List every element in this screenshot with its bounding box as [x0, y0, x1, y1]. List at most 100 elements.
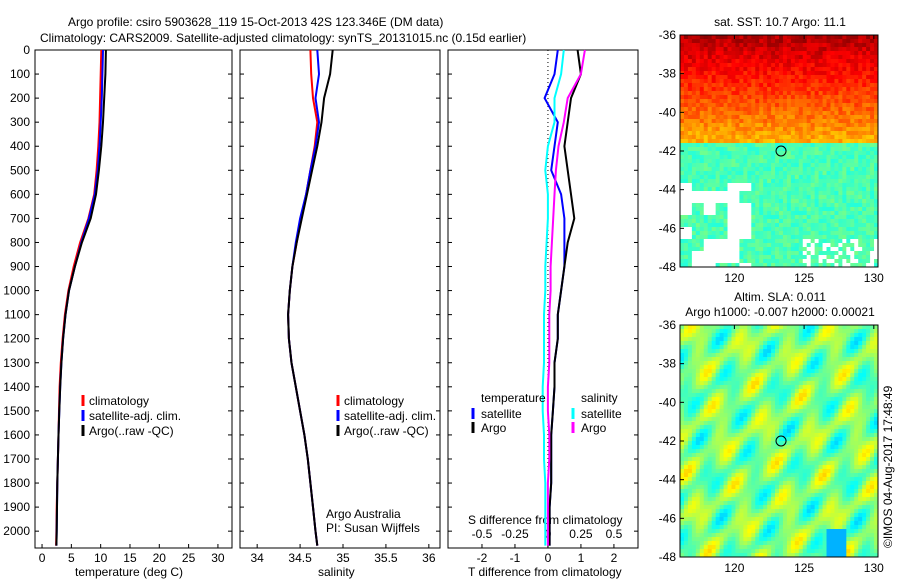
- map-cell: [707, 211, 713, 216]
- map-cell: [715, 127, 721, 132]
- map-cell: [858, 453, 863, 458]
- map-cell: [771, 377, 776, 382]
- series-t-argo: [548, 49, 582, 546]
- map-cell: [695, 457, 701, 462]
- map-cell: [818, 87, 824, 92]
- map-cell: [790, 325, 796, 330]
- map-cell: [842, 345, 847, 350]
- map-cell: [680, 55, 685, 60]
- map-y-tick-label: -46: [659, 221, 677, 235]
- map-cell: [695, 429, 701, 434]
- map-cell: [719, 99, 725, 104]
- map-cell: [779, 263, 784, 268]
- map-cell: [715, 91, 721, 96]
- map-cell: [751, 381, 756, 386]
- map-cell: [790, 389, 796, 394]
- map-cell: [751, 413, 756, 418]
- map-cell: [814, 325, 820, 330]
- map-cell: [695, 377, 701, 382]
- map-cell: [751, 357, 756, 362]
- map-cell: [683, 155, 689, 160]
- map-cell: [755, 437, 760, 442]
- map-cell: [830, 255, 835, 260]
- map-cell: [711, 151, 717, 156]
- map-cell: [759, 239, 764, 244]
- map-cell: [743, 187, 748, 192]
- map-cell: [743, 441, 748, 446]
- map-cell: [826, 99, 831, 104]
- map-cell: [735, 329, 740, 334]
- map-cell: [683, 123, 689, 128]
- map-cell: [810, 215, 816, 220]
- map-cell: [858, 123, 863, 128]
- map-cell: [775, 325, 780, 330]
- map-cell: [850, 405, 855, 410]
- map-cell: [735, 147, 740, 152]
- map-cell: [862, 457, 867, 462]
- map-cell: [818, 71, 824, 76]
- map-cell: [826, 39, 831, 44]
- map-cell: [806, 67, 812, 72]
- map-cell: [830, 151, 835, 156]
- map-cell: [775, 433, 780, 438]
- map-cell: [846, 179, 851, 184]
- map-cell: [719, 199, 725, 204]
- map-cell: [711, 397, 717, 402]
- map-cell: [782, 43, 788, 48]
- map-cell: [683, 465, 689, 470]
- map-cell: [775, 111, 780, 116]
- map-cell: [767, 195, 772, 200]
- map-cell: [850, 373, 855, 378]
- map-cell: [850, 247, 855, 252]
- map-cell: [751, 71, 756, 76]
- map-cell: [866, 67, 871, 72]
- map-cell: [735, 151, 740, 156]
- map-cell: [790, 127, 796, 132]
- map-cell: [775, 87, 780, 92]
- map-cell: [810, 251, 816, 256]
- map-cell: [711, 389, 717, 394]
- map-cell: [695, 255, 701, 260]
- map-cell: [699, 365, 705, 370]
- map-cell: [806, 203, 812, 208]
- map-cell: [814, 381, 820, 386]
- map-cell: [775, 83, 780, 88]
- map-cell: [727, 425, 732, 430]
- map-cell: [838, 255, 843, 260]
- map-cell: [687, 461, 693, 466]
- map-cell: [850, 51, 855, 56]
- map-cell: [862, 139, 867, 144]
- map-cell: [715, 469, 721, 474]
- map-cell: [842, 263, 847, 268]
- map-cell: [763, 203, 768, 208]
- map-cell: [826, 59, 831, 64]
- map-cell: [763, 469, 768, 474]
- map-cell: [731, 337, 736, 342]
- map-cell: [779, 187, 784, 192]
- map-cell: [691, 441, 697, 446]
- map-cell: [874, 43, 879, 48]
- map-cell: [715, 365, 721, 370]
- map-cell: [790, 397, 796, 402]
- map-cell: [830, 203, 835, 208]
- map-cell: [759, 91, 764, 96]
- map-cell: [775, 135, 780, 140]
- map-cell: [687, 163, 693, 168]
- map-cell: [846, 47, 851, 52]
- map-cell: [695, 195, 701, 200]
- map-cell: [747, 183, 752, 188]
- map-cell: [826, 211, 831, 216]
- map-cell: [838, 179, 843, 184]
- map-cell: [802, 159, 808, 164]
- map-cell: [822, 413, 828, 418]
- map-cell: [818, 207, 824, 212]
- map-cell: [771, 341, 776, 346]
- x-tick-label: 25: [182, 551, 196, 565]
- map-cell: [850, 111, 855, 116]
- map-cell: [870, 413, 875, 418]
- map-cell: [814, 417, 820, 422]
- map-cell: [858, 135, 863, 140]
- map-cell: [703, 401, 709, 406]
- map-cell: [810, 159, 816, 164]
- map-cell: [747, 135, 752, 140]
